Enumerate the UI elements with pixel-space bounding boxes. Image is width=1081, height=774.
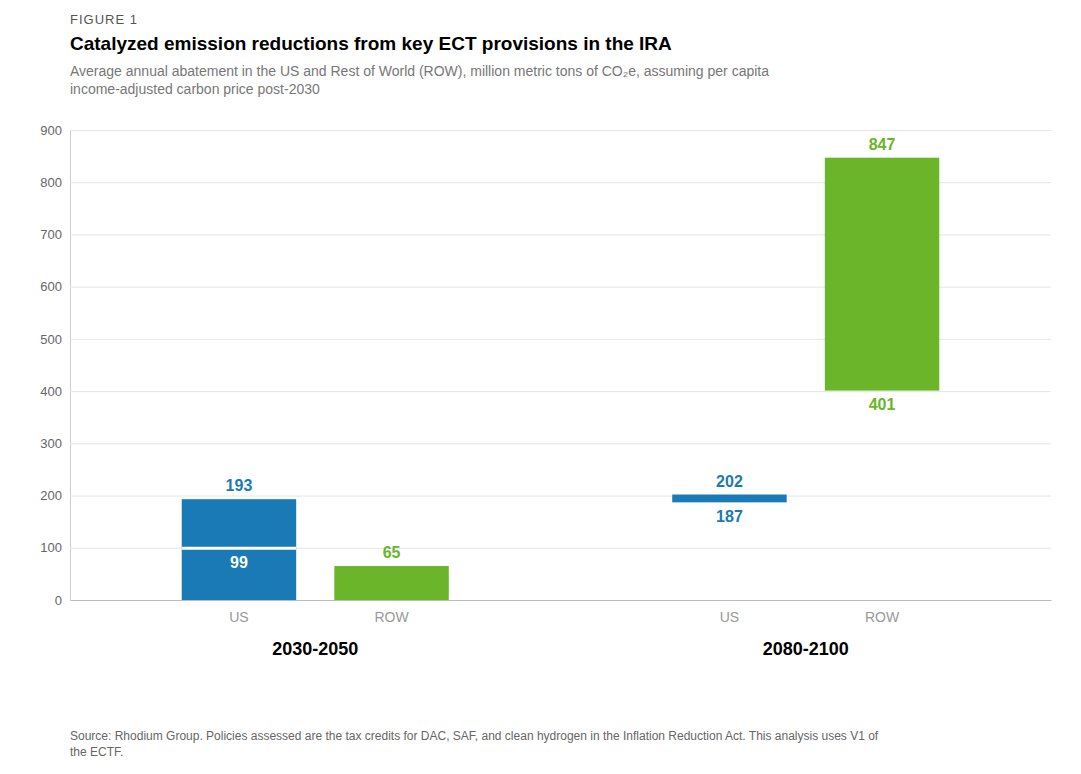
grid-line <box>70 130 1051 131</box>
source-line: the ECTF. <box>70 745 123 759</box>
y-axis-line <box>70 131 71 601</box>
x-tick-label: 2080-2100 <box>763 639 849 659</box>
header: FIGURE 1 Catalyzed emission reductions fr… <box>70 12 769 97</box>
y-tick-label: 600 <box>40 279 62 294</box>
subtitle: Average annual abatement in the US and R… <box>70 63 769 97</box>
y-tick-label: 700 <box>40 227 62 242</box>
grid-line <box>70 391 1051 392</box>
subtitle-line: income-adjusted carbon price post-2030 <box>70 81 320 97</box>
x-axis: 2030-2050 2080-2100 <box>71 600 1052 659</box>
data-label: 193 <box>226 477 253 494</box>
bar-marker-line <box>182 547 296 550</box>
x-tick: 2030-2050 <box>272 600 358 659</box>
data-label: 202 <box>716 473 743 490</box>
y-tick-label: 0 <box>55 593 62 608</box>
bar <box>825 158 939 391</box>
x-axis-line <box>71 600 1052 601</box>
series-label: US <box>229 609 248 625</box>
subtitle-line: Average annual abatement in the US and R… <box>70 63 769 79</box>
y-tick-label: 400 <box>40 384 62 399</box>
grid-line <box>70 600 1051 601</box>
grid-line <box>70 496 1051 497</box>
source-line: Source: Rhodium Group. Policies assessed… <box>70 729 879 743</box>
data-label: 401 <box>869 396 896 413</box>
figure-label: FIGURE 1 <box>70 12 138 27</box>
title: Catalyzed emission reductions from key E… <box>70 33 672 54</box>
bar <box>334 566 448 600</box>
chart-container: FIGURE 1 Catalyzed emission reductions fr… <box>0 0 1081 774</box>
data-label: 847 <box>869 136 896 153</box>
data-label: 65 <box>383 544 401 561</box>
bar <box>182 499 296 600</box>
title-line: Catalyzed emission reductions from key E… <box>70 33 672 54</box>
chart-svg: FIGURE 1 Catalyzed emission reductions fr… <box>0 0 1081 774</box>
y-tick-label: 300 <box>40 436 62 451</box>
y-tick-label: 500 <box>40 332 62 347</box>
y-tick: 300 <box>40 436 1051 451</box>
bar <box>672 495 786 503</box>
grid-line <box>70 548 1051 549</box>
y-tick-label: 200 <box>40 488 62 503</box>
figure-label-line: FIGURE 1 <box>70 12 138 27</box>
data-label: 99 <box>230 554 248 571</box>
series-label: ROW <box>865 609 900 625</box>
grid-line <box>70 443 1051 444</box>
data-label: 187 <box>716 508 743 525</box>
y-tick-label: 800 <box>40 175 62 190</box>
y-tick-label: 900 <box>40 123 62 138</box>
source: Source: Rhodium Group. Policies assessed… <box>70 729 879 759</box>
x-tick: 2080-2100 <box>763 600 849 659</box>
x-tick-label: 2030-2050 <box>272 639 358 659</box>
data-labels: 193 99 202 187 65 847 401 <box>226 136 896 571</box>
y-tick: 900 <box>40 123 1051 138</box>
bars <box>182 158 940 600</box>
series-label: ROW <box>374 609 409 625</box>
y-axis: 0 100 200 300 400 500 600 700 800 900 <box>40 123 1051 608</box>
y-tick-label: 100 <box>40 540 62 555</box>
series-label: US <box>720 609 739 625</box>
